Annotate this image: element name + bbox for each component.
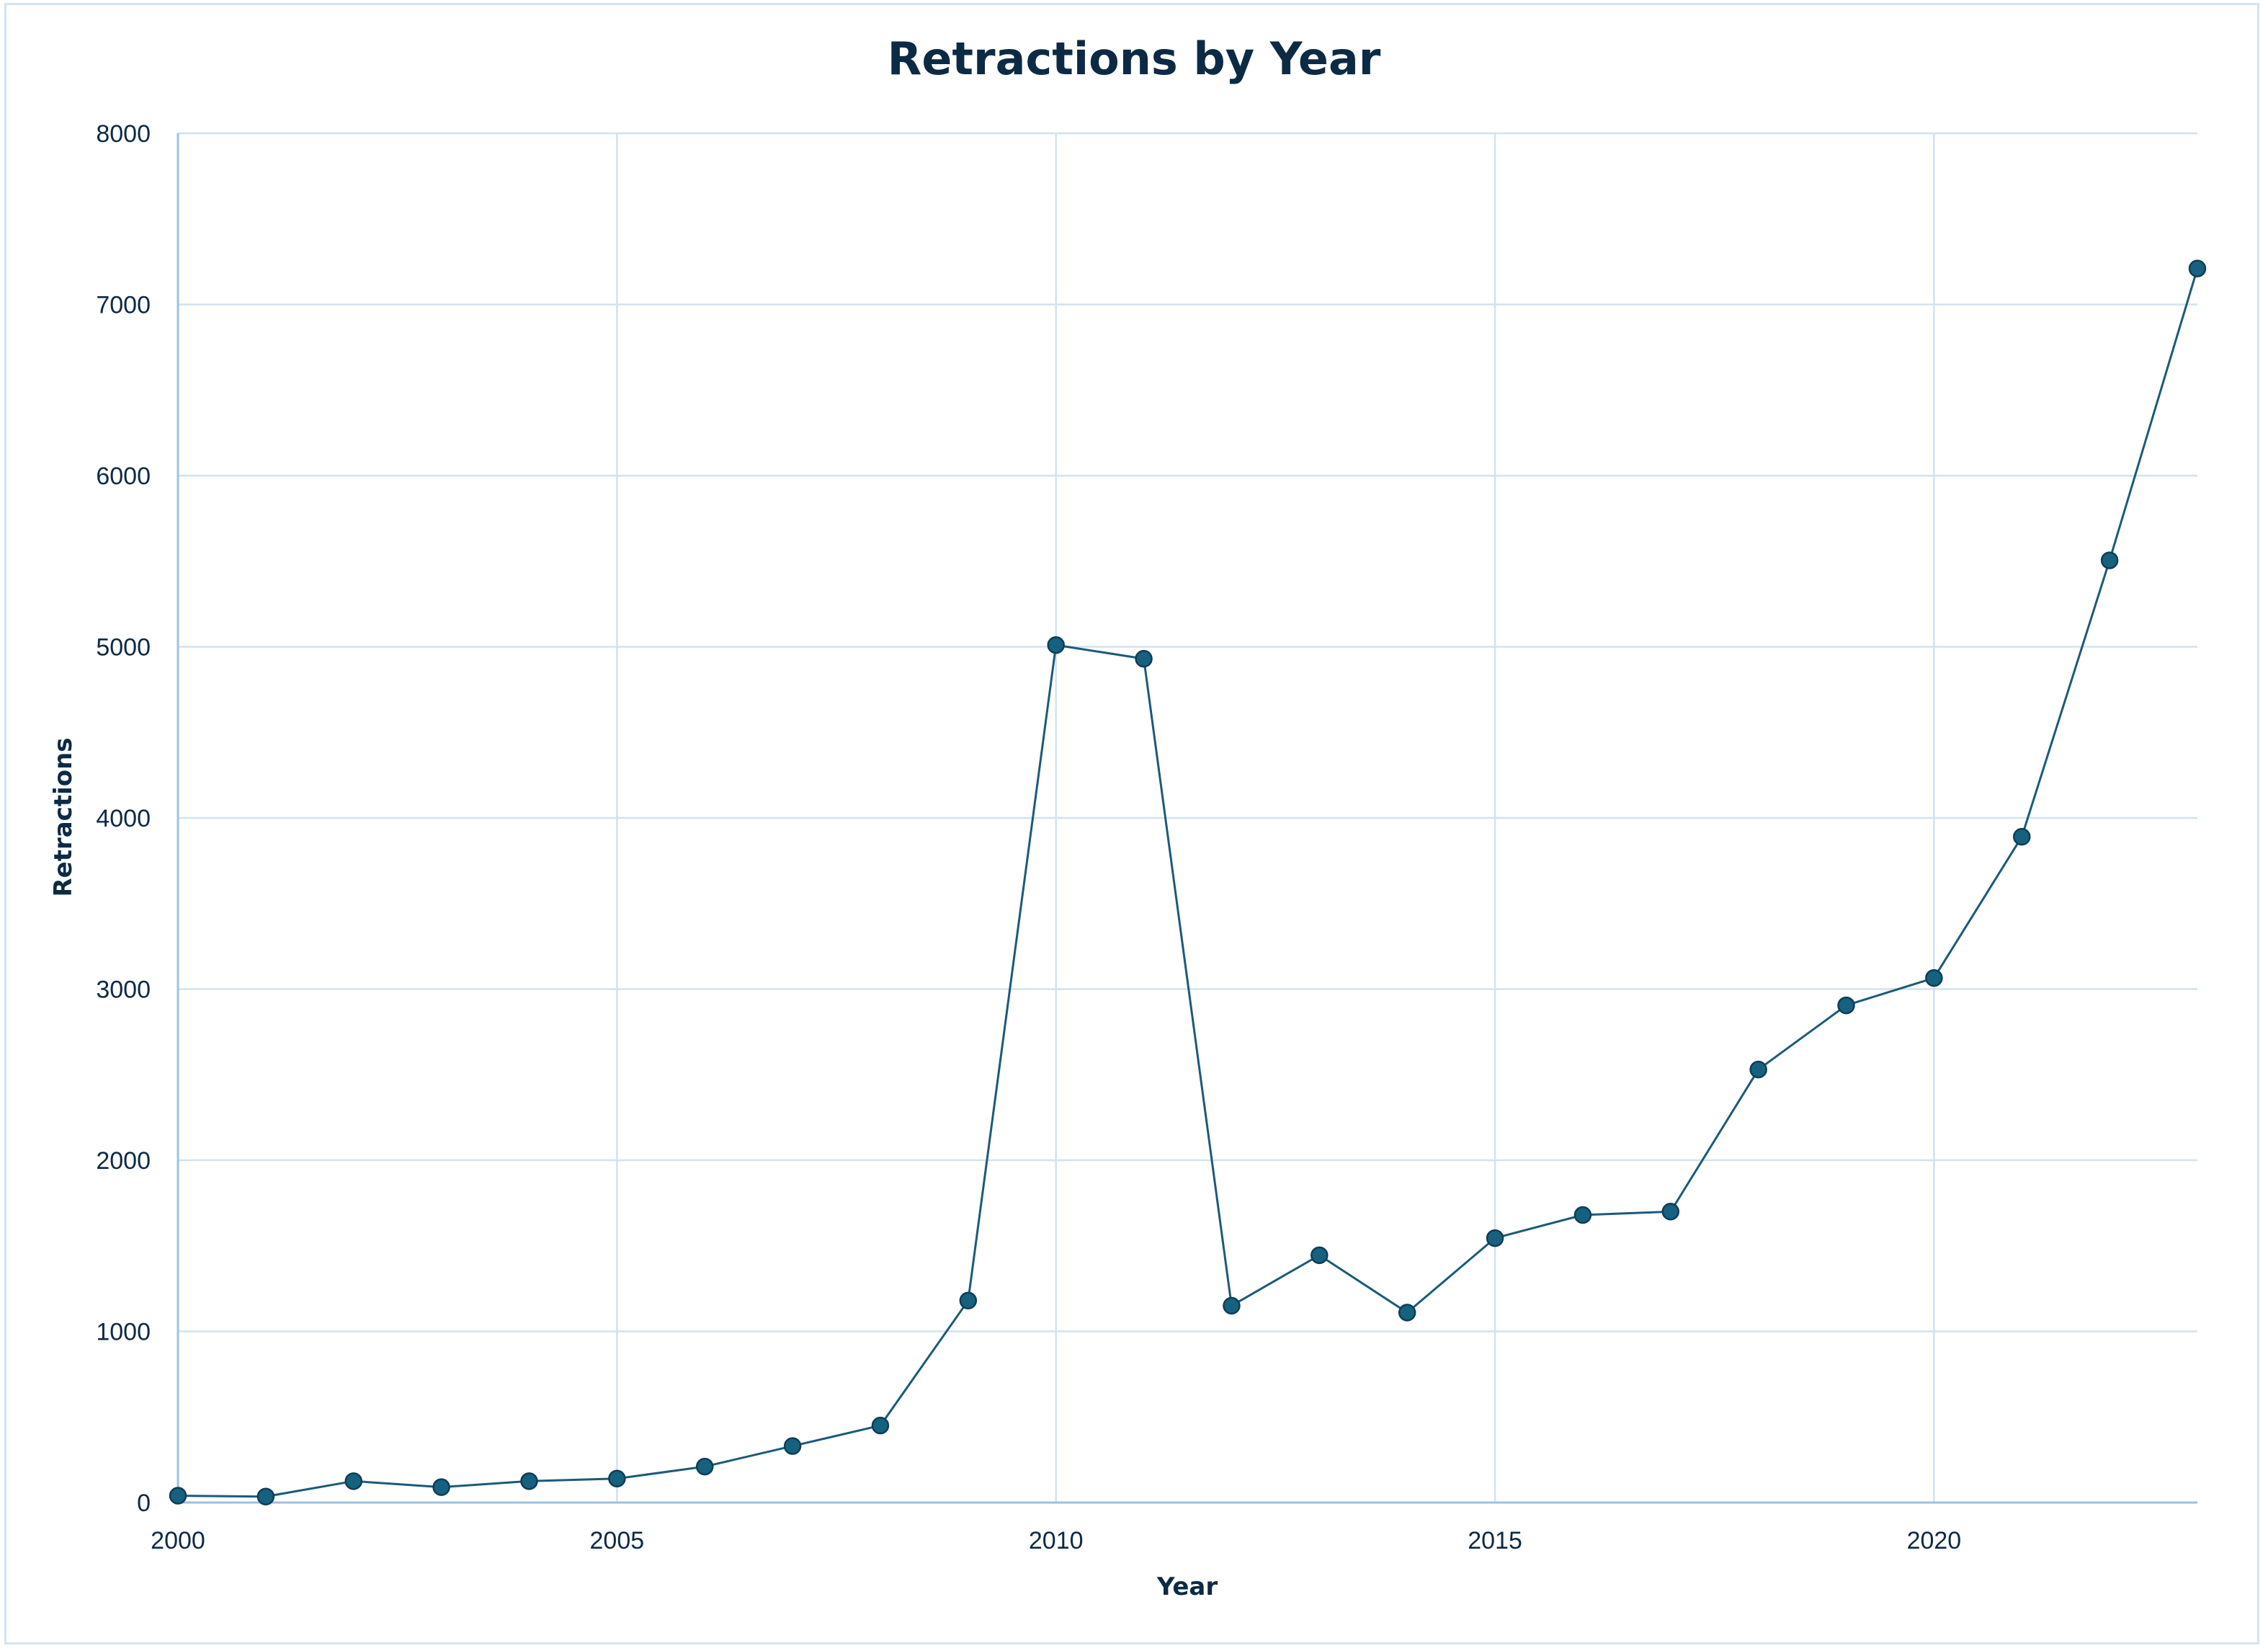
data-point [608,1469,626,1487]
x-tick-label: 2005 [590,1527,645,1554]
chart-title: Retractions by Year [888,32,1381,85]
data-point [1311,1246,1329,1265]
data-point [1573,1206,1592,1224]
x-tick-label: 2020 [1907,1527,1962,1554]
data-point [256,1487,275,1505]
y-tick-label: 0 [137,1490,151,1517]
data-point [1047,636,1065,654]
data-point [1223,1296,1241,1315]
data-point [1749,1060,1767,1079]
data-point [1925,969,1943,987]
data-point [344,1472,362,1490]
series [169,259,2207,1505]
y-tick-label: 6000 [96,463,151,490]
data-point [2100,551,2119,569]
y-tick-label: 7000 [96,292,151,319]
data-point [1837,996,1855,1015]
y-tick-label: 8000 [96,120,151,148]
chart-frame [4,3,2259,1645]
y-tick-label: 1000 [96,1319,151,1346]
data-point [1135,649,1153,668]
y-tick-label: 2000 [96,1147,151,1175]
y-tick-label: 5000 [96,634,151,662]
data-point [959,1291,978,1309]
axes [177,133,2197,1504]
x-tick-label: 2000 [151,1527,205,1554]
x-tick-label: 2015 [1468,1527,1522,1554]
series-line [177,268,2199,1498]
data-point [2188,259,2207,277]
data-point [1486,1229,1504,1247]
x-tick-label: 2010 [1029,1527,1084,1554]
data-point [695,1457,714,1476]
data-point [871,1416,890,1435]
x-axis-title: Year [1156,1572,1218,1601]
data-point [169,1487,187,1505]
data-point [1398,1304,1416,1322]
data-point [1661,1203,1680,1221]
y-axis-title: Retractions [49,737,78,896]
data-point [520,1472,538,1490]
data-point [783,1437,802,1455]
data-point [432,1478,450,1496]
y-tick-label: 3000 [96,976,151,1004]
data-point [2013,827,2031,846]
tick-labels: 0 1000 2000 3000 4000 5000 6000 7000 8000 2000 200… [96,120,1961,1554]
grid [178,132,2197,1503]
y-tick-label: 4000 [96,805,151,832]
